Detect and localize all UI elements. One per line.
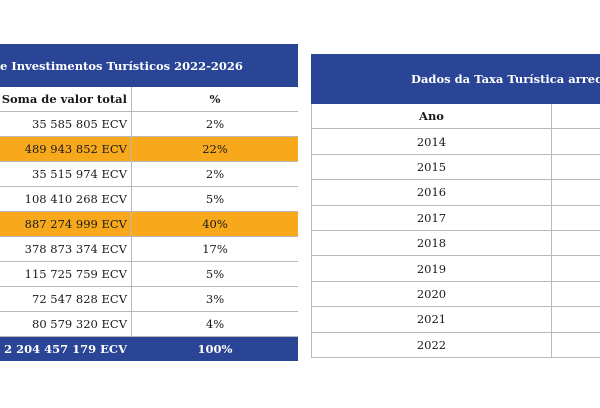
cell-empty (552, 206, 600, 230)
table-row: 2020 (312, 281, 600, 308)
cell-percent: 2% (205, 167, 225, 181)
cell-year: 2017 (312, 205, 552, 230)
cell-empty (552, 307, 600, 331)
cell-year: 2018 (312, 230, 552, 256)
cell-value: 72 547 828 ECV (0, 287, 132, 311)
cell-percent: 22% (202, 142, 228, 156)
table-row: 72 547 828 ECV 3% (0, 287, 298, 312)
cell-empty (552, 129, 600, 153)
table-total-row: 2 204 457 179 ECV 100% (0, 337, 298, 361)
investment-table-header-row: Soma de valor total % (0, 87, 298, 112)
cell-percent: 2% (205, 117, 225, 131)
table-row: 2022 (312, 332, 600, 358)
cell-value: 378 873 374 ECV (0, 237, 132, 261)
table-row: 2019 (312, 256, 600, 282)
cell-percent: 5% (205, 267, 225, 281)
tourist-tax-table: Dados da Taxa Turística arreca Ano 2014 … (311, 54, 600, 358)
table-row: 2018 (312, 230, 600, 257)
cell-year: 2015 (312, 154, 552, 180)
cell-year: 2021 (312, 307, 552, 332)
table-row: 2016 (312, 180, 600, 206)
cell-year: 2022 (312, 332, 552, 357)
table-row: 108 410 268 ECV 5% (0, 187, 298, 212)
table-row-highlighted: 887 274 999 ECV 40% (0, 212, 298, 237)
investment-table: e Investimentos Turísticos 2022-2026 Som… (0, 44, 298, 361)
tourist-tax-header-row: Ano (312, 104, 600, 130)
cell-value: 35 515 974 ECV (0, 162, 132, 186)
table-row: 35 515 974 ECV 2% (0, 162, 298, 187)
total-value: 2 204 457 179 ECV (0, 337, 132, 361)
cell-value: 887 274 999 ECV (0, 212, 132, 236)
cell-percent: 40% (202, 217, 228, 231)
cell-value: 80 579 320 ECV (0, 312, 132, 336)
cell-value: 115 725 759 ECV (0, 262, 132, 286)
cell-empty (552, 282, 600, 306)
tourist-tax-table-body: Ano 2014 2015 2016 2017 2018 2019 2020 (311, 104, 600, 358)
cell-value: 35 585 805 ECV (0, 112, 132, 136)
table-row: 35 585 805 ECV 2% (0, 112, 298, 137)
cell-year: 2014 (312, 129, 552, 154)
cell-empty (552, 231, 600, 255)
table-row: 378 873 374 ECV 17% (0, 237, 298, 262)
table-row: 2021 (312, 307, 600, 333)
cell-percent: 17% (202, 242, 228, 256)
cell-percent: 3% (205, 292, 225, 306)
column-header-percent: % (209, 92, 221, 106)
column-header-empty (552, 104, 600, 128)
cell-percent: 5% (205, 192, 225, 206)
table-row: 115 725 759 ECV 5% (0, 262, 298, 287)
cell-year: 2020 (312, 281, 552, 307)
cell-empty (552, 155, 600, 179)
table-row-highlighted: 489 943 852 ECV 22% (0, 137, 298, 162)
cell-value: 108 410 268 ECV (0, 187, 132, 211)
investment-table-title: e Investimentos Turísticos 2022-2026 (0, 44, 298, 87)
cell-empty (552, 180, 600, 204)
column-header-value: Soma de valor total (0, 87, 132, 111)
total-percent: 100% (197, 342, 233, 356)
table-row: 80 579 320 ECV 4% (0, 312, 298, 337)
cell-year: 2016 (312, 180, 552, 205)
table-row: 2015 (312, 154, 600, 181)
table-row: 2017 (312, 205, 600, 231)
cell-empty (552, 256, 600, 280)
cell-empty (552, 333, 600, 357)
column-header-year: Ano (312, 104, 552, 129)
cell-value: 489 943 852 ECV (0, 137, 132, 161)
cell-percent: 4% (205, 317, 225, 331)
tourist-tax-table-title: Dados da Taxa Turística arreca (311, 54, 600, 104)
cell-year: 2019 (312, 256, 552, 281)
table-row: 2014 (312, 129, 600, 155)
